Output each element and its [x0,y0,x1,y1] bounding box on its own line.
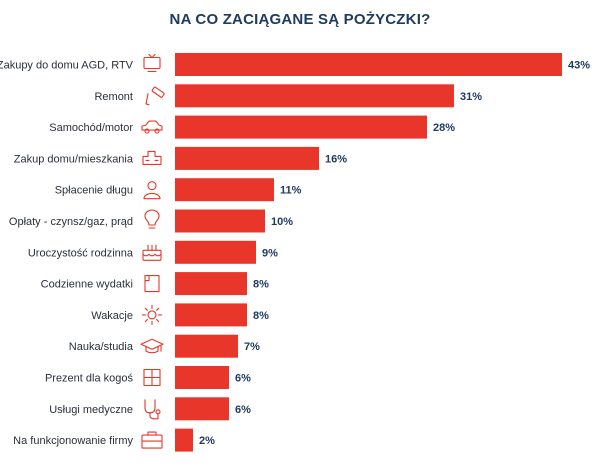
briefcase-icon [141,431,163,449]
bar-row: Opłaty - czynsz/gaz, prąd 10% [9,209,293,233]
cake-icon [142,244,162,261]
bar-row: Prezent dla kogoś 6% [45,366,251,389]
category-label: Na funkcjonowanie firmy [13,435,133,447]
bar-row: Codzienne wydatki 8% [41,272,269,296]
category-label: Nauka/studia [69,341,134,353]
value-label: 2% [199,435,215,447]
person-icon [143,181,161,200]
bar [175,303,247,327]
graduation-cap-icon [140,338,164,354]
value-label: 43% [568,60,590,72]
category-label: Uroczystość rodzinna [28,247,134,259]
value-label: 10% [271,216,293,228]
bar [175,428,193,452]
bar-row: Zakup domu/mieszkania 16% [14,146,347,170]
value-label: 8% [253,279,269,291]
value-label: 31% [460,91,482,103]
category-label: Prezent dla kogoś [45,373,134,385]
house-icon [142,150,162,165]
value-label: 8% [253,310,269,322]
bar [175,240,256,264]
category-label: Usługi medyczne [49,404,133,416]
bar-row: Samochód/motor 28% [49,115,455,139]
stethoscope-icon [144,399,161,420]
tv-icon [143,53,161,73]
value-label: 9% [262,247,278,259]
bar [175,397,229,421]
bar [175,334,238,358]
category-label: Codzienne wydatki [41,279,133,291]
bar-row: Zakupy do domu AGD, RTV 43% [0,53,590,76]
chart-title: NA CO ZACIĄGANE SĄ POŻYCZKI? [169,11,431,28]
category-label: Remont [94,91,133,103]
paint-roller-icon [145,86,165,106]
category-label: Zakupy do domu AGD, RTV [0,60,134,72]
bar [175,178,274,202]
value-label: 28% [433,122,455,134]
category-label: Zakup domu/mieszkania [14,153,134,165]
bar [175,272,247,296]
value-label: 11% [280,185,302,197]
bar-row: Uroczystość rodzinna 9% [28,240,278,264]
bar-row: Usługi medyczne 6% [49,397,251,421]
value-label: 7% [244,341,260,353]
bar [175,53,562,76]
value-label: 16% [325,153,347,165]
sun-icon [141,304,163,325]
bar [175,209,265,233]
category-label: Samochód/motor [49,122,133,134]
lightbulb-icon [144,209,160,229]
car-icon [141,120,163,134]
wallet-icon [144,275,160,293]
value-label: 6% [235,373,251,385]
bar [175,146,319,170]
bar [175,115,427,139]
value-label: 6% [235,404,251,416]
bar-row: Na funkcjonowanie firmy 2% [13,428,215,452]
bar [175,84,454,108]
bar-row: Spłacenie długu 11% [55,178,302,202]
bar-row: Nauka/studia 7% [69,334,260,358]
category-label: Spłacenie długu [55,185,133,197]
gift-icon [143,368,161,387]
category-label: Wakacje [91,310,133,322]
bar-row: Remont 31% [94,84,482,108]
bar [175,366,229,389]
category-label: Opłaty - czynsz/gaz, prąd [9,216,133,228]
bar-row: Wakacje 8% [91,303,269,327]
